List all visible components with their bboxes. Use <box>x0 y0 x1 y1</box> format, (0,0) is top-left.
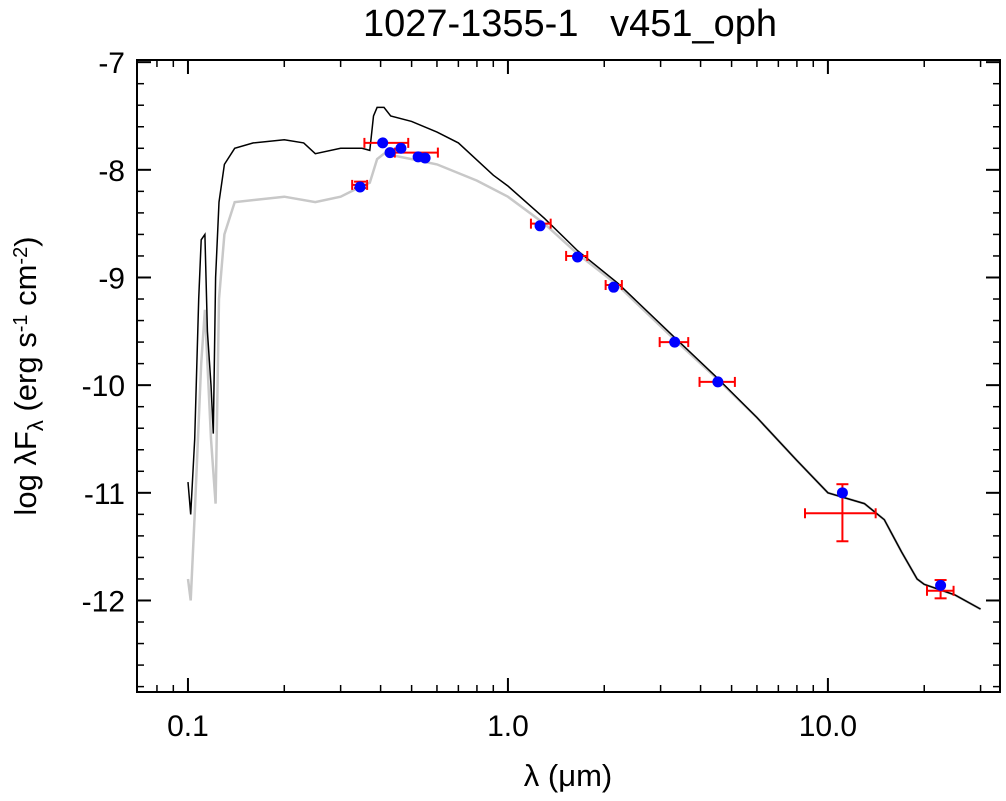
y-tick-label: -9 <box>98 262 125 295</box>
data-point <box>935 579 947 591</box>
y-axis-label-part: cm <box>8 265 43 315</box>
y-axis-label-part: -2 <box>10 247 32 265</box>
x-tick-label: 10.0 <box>799 710 857 743</box>
data-point <box>377 137 389 149</box>
y-axis-label-part: (erg s <box>8 332 43 420</box>
model-curve <box>186 152 982 611</box>
y-tick-label: -7 <box>98 47 125 80</box>
data-point <box>608 281 620 293</box>
y-tick-label: -10 <box>82 370 125 403</box>
plot-frame <box>136 59 1001 693</box>
y-tick-label: -12 <box>82 585 125 618</box>
chart-title: 1027-1355-1 v451_oph <box>363 3 777 45</box>
x-tick-label: 1.0 <box>487 710 529 743</box>
model-curve <box>187 106 981 610</box>
data-point <box>384 147 396 159</box>
data-point <box>354 181 366 193</box>
x-axis-label: λ (μm) <box>524 758 612 793</box>
y-tick-label: -11 <box>84 478 125 511</box>
data-point <box>395 142 407 154</box>
x-tick-label: 0.1 <box>167 710 209 743</box>
data-point <box>712 376 724 388</box>
data-point <box>572 251 584 263</box>
data-point <box>419 152 431 164</box>
data-point <box>534 220 546 232</box>
y-axis-label-part: ) <box>8 236 43 246</box>
y-tick-label: -8 <box>98 155 125 188</box>
y-axis-label-part: λ <box>23 420 48 431</box>
y-axis-label-part: log λF <box>8 431 43 515</box>
data-point <box>669 336 681 348</box>
y-axis-label-part: -1 <box>10 314 32 332</box>
data-point <box>836 487 848 499</box>
y-axis-label: log λFλ (erg s-1 cm-2) <box>8 236 48 515</box>
